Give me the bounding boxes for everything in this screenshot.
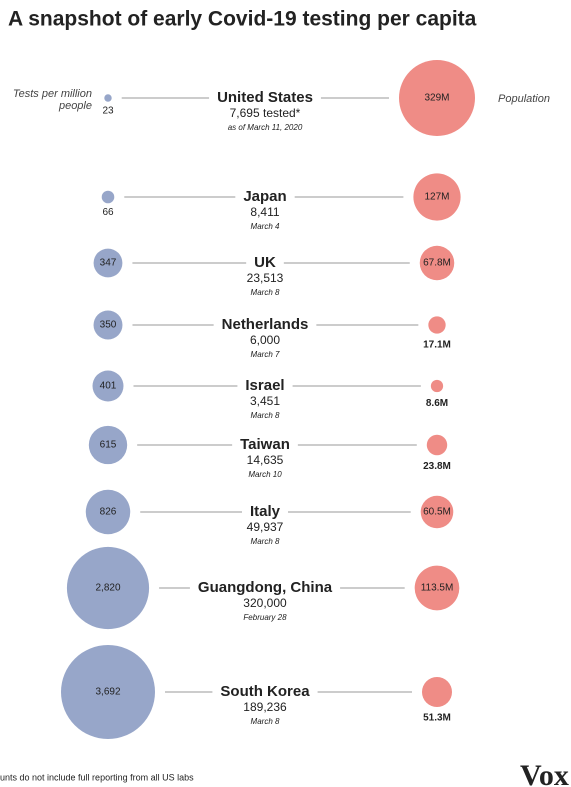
population-bubble — [399, 60, 475, 136]
date: March 8 — [251, 717, 280, 726]
chart-title: A snapshot of early Covid-19 testing per… — [8, 8, 477, 31]
tests-label: 826 — [100, 507, 117, 518]
tests-bubble — [93, 310, 123, 340]
date: February 28 — [243, 613, 287, 622]
country-name: United States — [217, 89, 313, 106]
population-label: 329M — [424, 93, 449, 104]
tests-total: 189,236 — [243, 700, 287, 714]
country-name: Netherlands — [222, 316, 309, 333]
footnote: unts do not include full reporting from … — [0, 772, 194, 782]
date: March 7 — [251, 350, 280, 359]
logo: Vox — [520, 759, 569, 787]
population-bubble — [414, 565, 460, 611]
population-bubble — [420, 495, 454, 529]
date: March 8 — [251, 537, 280, 546]
tests-label: 347 — [100, 258, 117, 269]
population-label: 8.6M — [426, 398, 448, 409]
legend-tests: Tests per million people — [12, 88, 92, 112]
tests-label: 350 — [100, 320, 117, 331]
population-bubble — [413, 173, 461, 221]
tests-total: 8,411 — [250, 205, 279, 219]
tests-bubble — [61, 645, 155, 739]
tests-bubble — [85, 489, 131, 535]
tests-bubble — [66, 546, 150, 630]
tests-total: 6,000 — [250, 333, 280, 347]
tests-bubble — [88, 425, 128, 465]
population-bubble — [426, 434, 448, 456]
country-name: Japan — [243, 188, 286, 205]
tests-bubble — [93, 248, 123, 278]
date: March 4 — [251, 222, 280, 231]
tests-label: 3,692 — [95, 687, 120, 698]
country-name: Guangdong, China — [198, 579, 333, 596]
tests-total: 23,513 — [247, 271, 284, 285]
legend-population: Population — [498, 93, 550, 105]
population-label: 51.3M — [423, 713, 451, 724]
country-name: UK — [254, 254, 276, 271]
population-label: 17.1M — [423, 339, 451, 350]
tests-bubble — [92, 370, 124, 402]
population-label: 23.8M — [423, 461, 451, 472]
population-label: 113.5M — [421, 583, 454, 594]
tests-total: 14,635 — [247, 453, 284, 467]
population-bubble — [428, 316, 446, 334]
tests-label: 23 — [102, 105, 114, 116]
country-name: Israel — [245, 377, 284, 394]
tests-total: 7,695 tested* — [230, 106, 301, 120]
tests-label: 66 — [102, 207, 114, 218]
tests-total: 49,937 — [247, 520, 284, 534]
date: as of March 11, 2020 — [228, 123, 303, 132]
tests-label: 615 — [100, 440, 117, 451]
country-name: South Korea — [220, 683, 310, 700]
tests-total: 3,451 — [250, 394, 280, 408]
tests-total: 320,000 — [243, 596, 287, 610]
tests-label: 2,820 — [95, 583, 120, 594]
country-name: Italy — [250, 503, 281, 520]
tests-label: 401 — [100, 381, 117, 392]
date: March 10 — [248, 470, 282, 479]
population-label: 67.8M — [423, 258, 451, 269]
date: March 8 — [251, 288, 280, 297]
population-label: 60.5M — [423, 507, 451, 518]
population-label: 127M — [424, 192, 449, 203]
tests-bubble — [104, 94, 112, 102]
country-name: Taiwan — [240, 436, 290, 453]
population-bubble — [419, 245, 455, 281]
population-bubble — [421, 676, 453, 708]
population-bubble — [430, 379, 444, 393]
tests-bubble — [101, 190, 115, 204]
date: March 8 — [251, 411, 280, 420]
